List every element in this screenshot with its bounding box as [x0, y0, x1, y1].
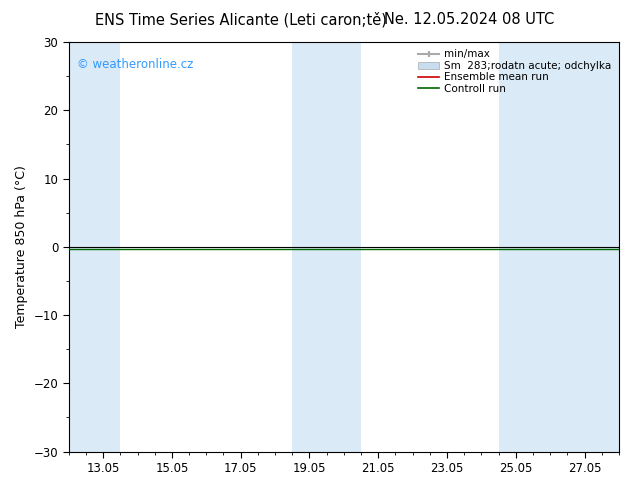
Text: ENS Time Series Alicante (Leti caron;tě): ENS Time Series Alicante (Leti caron;tě) — [95, 12, 387, 28]
Bar — [292, 42, 361, 452]
Y-axis label: Temperature 850 hPa (°C): Temperature 850 hPa (°C) — [15, 166, 28, 328]
Text: © weatheronline.cz: © weatheronline.cz — [77, 58, 193, 72]
Bar — [498, 42, 619, 452]
Bar — [68, 42, 120, 452]
Text: Ne. 12.05.2024 08 UTC: Ne. 12.05.2024 08 UTC — [384, 12, 554, 27]
Legend: min/max, Sm  283;rodatn acute; odchylka, Ensemble mean run, Controll run: min/max, Sm 283;rodatn acute; odchylka, … — [417, 47, 614, 96]
